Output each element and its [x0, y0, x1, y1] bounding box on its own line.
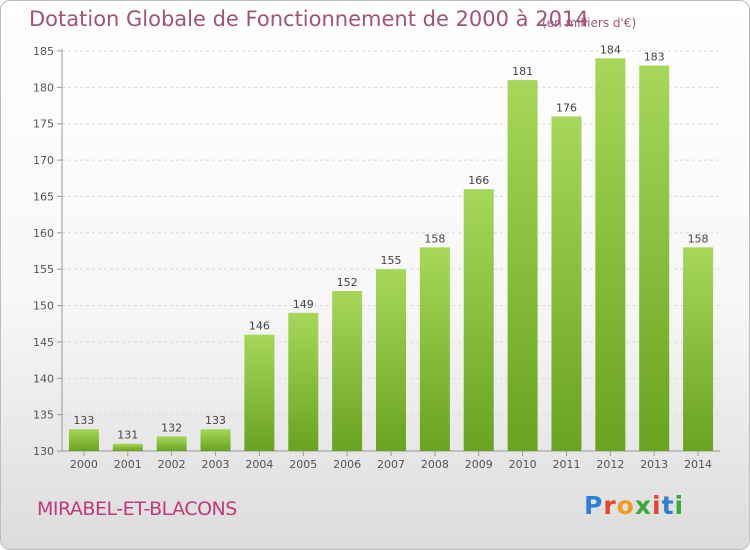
data-label-2005: 149: [293, 298, 314, 311]
bar-2006: [332, 291, 363, 451]
x-tick-label-2014: 2014: [684, 458, 712, 471]
logo-letter: x: [634, 491, 652, 520]
data-label-2010: 181: [512, 65, 533, 78]
data-label-2008: 158: [424, 232, 445, 245]
x-tick-label-2011: 2011: [552, 458, 580, 471]
x-tick-label-2002: 2002: [158, 458, 186, 471]
y-tick-label: 135: [33, 409, 54, 422]
proxiti-logo: Proxiti: [584, 491, 684, 520]
y-tick-label: 180: [33, 81, 54, 94]
bar-2009: [463, 189, 494, 451]
x-tick-label-2004: 2004: [245, 458, 273, 471]
logo-letter: i: [674, 491, 685, 520]
y-tick-label: 175: [33, 118, 54, 131]
x-tick-label-2008: 2008: [421, 458, 449, 471]
bar-2008: [419, 247, 450, 451]
data-label-2001: 131: [117, 429, 138, 442]
bar-2000: [68, 429, 99, 451]
data-label-2014: 158: [688, 232, 709, 245]
y-tick-label: 140: [33, 372, 54, 385]
bar-2007: [376, 269, 406, 451]
bar-2003: [200, 429, 231, 451]
y-tick-label: 160: [33, 227, 54, 240]
y-tick-label: 150: [33, 300, 54, 313]
x-tick-label-2006: 2006: [333, 458, 361, 471]
chart-title: Dotation Globale de Fonctionnement de 20…: [29, 7, 589, 31]
bar-2012: [595, 58, 626, 451]
logo-letter: o: [616, 491, 635, 520]
bar-2014: [683, 247, 714, 451]
y-tick-label: 130: [33, 445, 54, 458]
x-tick-label-2000: 2000: [70, 458, 98, 471]
chart-subtitle: (en milliers d'€): [542, 16, 637, 30]
x-tick-label-2013: 2013: [640, 458, 668, 471]
x-tick-label-2001: 2001: [114, 458, 142, 471]
data-label-2006: 152: [337, 276, 358, 289]
data-label-2004: 146: [249, 320, 270, 333]
bar-2005: [288, 312, 319, 451]
x-tick-label-2005: 2005: [289, 458, 317, 471]
bar-2011: [551, 116, 582, 452]
x-tick-label-2009: 2009: [465, 458, 493, 471]
bars: [68, 58, 714, 452]
data-label-2013: 183: [644, 51, 665, 64]
y-tick-label: 145: [33, 336, 54, 349]
axes: 130 135 140 145 150 155 160 165 170 175 180 185 2000…: [33, 45, 720, 471]
y-tick-label: 185: [33, 45, 54, 58]
logo-letter: P: [584, 491, 604, 520]
bar-2002: [156, 436, 187, 451]
bar-2010: [507, 80, 538, 451]
data-label-2012: 184: [600, 43, 621, 56]
data-label-2007: 155: [381, 254, 402, 267]
data-label-2003: 133: [205, 414, 226, 427]
data-label-2002: 132: [161, 421, 182, 434]
y-tick-label: 165: [33, 190, 54, 203]
data-label-2009: 166: [468, 174, 489, 187]
y-tick-label: 170: [33, 154, 54, 167]
logo-letter: r: [603, 491, 617, 520]
place-name: MIRABEL-ET-BLACONS: [37, 498, 237, 520]
bar-2001: [112, 443, 143, 451]
bar-2004: [244, 334, 275, 451]
x-tick-label-2010: 2010: [509, 458, 537, 471]
x-tick-label-2007: 2007: [377, 458, 405, 471]
logo-letter: t: [661, 491, 675, 520]
logo-letter: i: [652, 491, 662, 520]
bar-2013: [639, 65, 670, 451]
x-tick-label-2003: 2003: [202, 458, 230, 471]
data-label-2000: 133: [73, 414, 94, 427]
data-label-2011: 176: [556, 101, 577, 114]
y-tick-label: 155: [33, 263, 54, 276]
x-tick-label-2012: 2012: [596, 458, 624, 471]
data-labels: 133 131 132 133 146 149 152 155 158 166 181 176 184 1…: [73, 43, 708, 441]
